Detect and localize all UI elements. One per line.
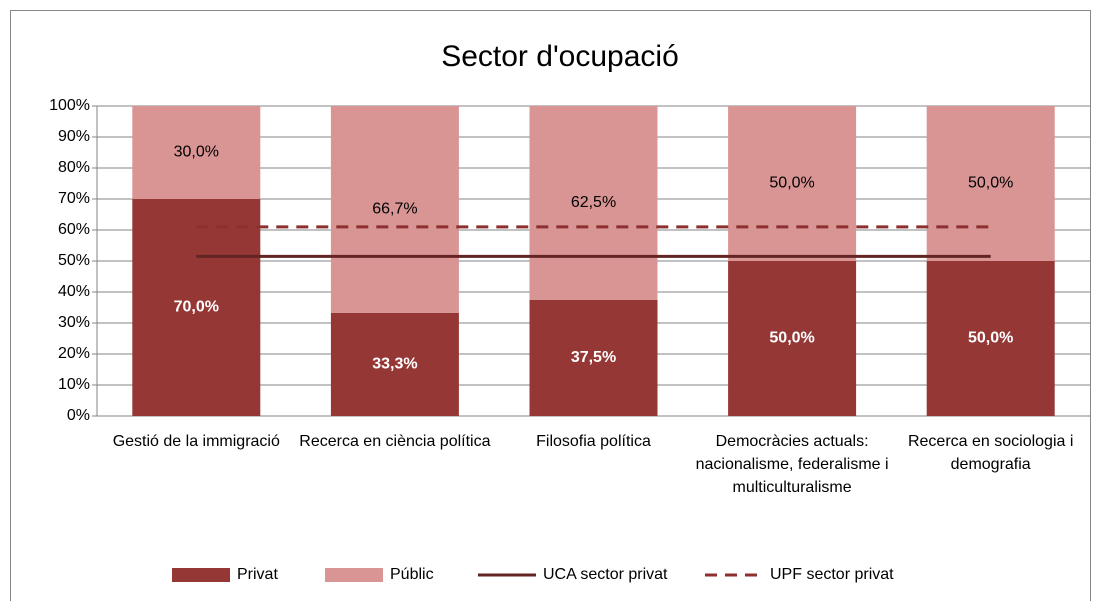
y-tick-label: 100% (49, 97, 90, 114)
y-tick-label: 0% (67, 407, 90, 424)
legend-label: Privat (237, 566, 278, 583)
x-tick-label-box: Democràcies actuals: nacionalisme, feder… (695, 433, 889, 496)
legend-swatch (325, 568, 383, 582)
y-tick-label: 20% (58, 345, 90, 362)
x-tick-label: Recerca en ciència política (299, 433, 491, 450)
y-tick-label: 40% (58, 283, 90, 300)
legend-label: UCA sector privat (543, 566, 668, 583)
x-tick-label-box: Gestió de la immigració (112, 433, 280, 450)
value-label: 33,3% (372, 356, 417, 373)
y-tick-label: 60% (58, 221, 90, 238)
bar-segment (728, 261, 857, 416)
bar-segment (330, 312, 459, 416)
y-tick-label: 30% (58, 314, 90, 331)
x-tick-label: Democràcies actuals: nacionalisme, feder… (695, 433, 889, 496)
chart-title: Sector d'ocupació (441, 40, 679, 73)
bar-segment (529, 106, 658, 300)
value-label: 66,7% (372, 201, 417, 218)
x-tick-label: Recerca en sociologia i demografia (907, 433, 1074, 473)
value-label: 50,0% (769, 330, 814, 347)
bar-segment (529, 299, 658, 416)
y-tick-label: 10% (58, 376, 90, 393)
x-tick-label: Gestió de la immigració (112, 433, 280, 450)
y-tick-label: 70% (58, 190, 90, 207)
bar-segment (926, 106, 1055, 261)
x-tick-label: Filosofia política (536, 433, 651, 450)
x-tick-label-box: Recerca en ciència política (299, 433, 491, 450)
bar-segment (132, 106, 261, 199)
legend-label: UPF sector privat (770, 566, 894, 583)
legend-label: Públic (390, 566, 434, 583)
value-label: 70,0% (174, 299, 219, 316)
y-tick-label: 50% (58, 252, 90, 269)
value-label: 50,0% (968, 175, 1013, 192)
y-tick-label: 80% (58, 159, 90, 176)
value-label: 62,5% (571, 194, 616, 211)
value-label: 37,5% (571, 349, 616, 366)
bar-segment (926, 261, 1055, 416)
bar-segment (728, 106, 857, 261)
x-tick-label-box: Recerca en sociologia i demografia (907, 433, 1074, 473)
x-tick-label-box: Filosofia política (536, 433, 651, 450)
y-tick-label: 90% (58, 128, 90, 145)
bar-segment (132, 199, 261, 416)
legend-swatch (172, 568, 230, 582)
bar-segment (330, 106, 459, 313)
value-label: 50,0% (968, 330, 1013, 347)
value-label: 50,0% (769, 175, 814, 192)
value-label: 30,0% (174, 144, 219, 161)
